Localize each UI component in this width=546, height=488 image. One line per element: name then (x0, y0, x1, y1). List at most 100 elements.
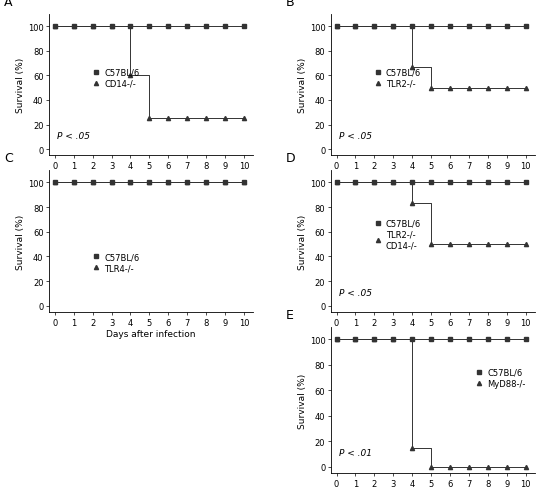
Text: C: C (4, 152, 13, 165)
TLR2-/-
CD14-/- (371, 180, 378, 186)
TLR2-/- (371, 24, 378, 30)
C57BL/6 (203, 180, 209, 186)
Text: B: B (286, 0, 295, 9)
C57BL/6 (51, 24, 58, 30)
C57BL/6 (428, 180, 435, 186)
MyD88-/- (447, 464, 453, 470)
C57BL/6 (503, 337, 510, 343)
C57BL/6 (333, 180, 340, 186)
C57BL/6 (484, 180, 491, 186)
TLR2-/-
CD14-/- (409, 201, 416, 207)
TLR2-/-
CD14-/- (428, 242, 435, 247)
Text: E: E (286, 308, 294, 321)
CD14-/- (146, 116, 153, 122)
C57BL/6 (466, 180, 472, 186)
TLR2-/- (466, 85, 472, 91)
TLR4-/- (90, 180, 96, 186)
MyD88-/- (503, 464, 510, 470)
C57BL/6 (90, 180, 96, 186)
TLR2-/-
CD14-/- (352, 180, 359, 186)
TLR2-/- (428, 85, 435, 91)
C57BL/6 (184, 180, 191, 186)
Y-axis label: Survival (%): Survival (%) (298, 373, 307, 427)
C57BL/6 (222, 24, 228, 30)
C57BL/6 (241, 24, 247, 30)
C57BL/6 (484, 24, 491, 30)
X-axis label: Days after infection: Days after infection (106, 329, 196, 339)
C57BL/6 (428, 337, 435, 343)
Legend: C57BL/6, TLR2-/-: C57BL/6, TLR2-/- (372, 67, 422, 89)
MyD88-/- (352, 337, 359, 343)
C57BL/6 (447, 180, 453, 186)
Text: P < .05: P < .05 (339, 288, 372, 297)
TLR2-/-
CD14-/- (390, 180, 396, 186)
TLR2-/- (523, 85, 529, 91)
C57BL/6 (108, 24, 115, 30)
Text: P < .05: P < .05 (339, 132, 372, 141)
TLR2-/-
CD14-/- (466, 242, 472, 247)
TLR2-/-
CD14-/- (523, 242, 529, 247)
TLR2-/- (484, 85, 491, 91)
C57BL/6 (466, 337, 472, 343)
TLR2-/-
CD14-/- (333, 180, 340, 186)
TLR4-/- (127, 180, 134, 186)
TLR2-/-
CD14-/- (503, 242, 510, 247)
C57BL/6 (165, 180, 171, 186)
Line: TLR4-/-: TLR4-/- (53, 181, 246, 185)
Y-axis label: Survival (%): Survival (%) (16, 214, 25, 269)
C57BL/6 (90, 24, 96, 30)
CD14-/- (165, 116, 171, 122)
TLR4-/- (70, 180, 77, 186)
C57BL/6 (222, 180, 228, 186)
C57BL/6 (503, 24, 510, 30)
CD14-/- (241, 116, 247, 122)
MyD88-/- (409, 445, 416, 451)
X-axis label: Days after infection: Days after infection (106, 173, 196, 183)
TLR2-/- (390, 24, 396, 30)
C57BL/6 (371, 24, 378, 30)
TLR4-/- (146, 180, 153, 186)
Text: D: D (286, 152, 295, 165)
X-axis label: Days after infection: Days after infection (388, 173, 478, 183)
MyD88-/- (333, 337, 340, 343)
C57BL/6 (108, 180, 115, 186)
C57BL/6 (484, 337, 491, 343)
TLR4-/- (51, 180, 58, 186)
CD14-/- (90, 24, 96, 30)
C57BL/6 (371, 337, 378, 343)
TLR2-/-
CD14-/- (484, 242, 491, 247)
Text: A: A (4, 0, 13, 9)
C57BL/6 (503, 180, 510, 186)
MyD88-/- (466, 464, 472, 470)
Line: TLR2-/-: TLR2-/- (335, 25, 528, 91)
C57BL/6 (390, 24, 396, 30)
C57BL/6 (70, 180, 77, 186)
TLR4-/- (241, 180, 247, 186)
TLR4-/- (203, 180, 209, 186)
C57BL/6 (241, 180, 247, 186)
C57BL/6 (333, 337, 340, 343)
Y-axis label: Survival (%): Survival (%) (298, 214, 307, 269)
Legend: C57BL/6, MyD88-/-: C57BL/6, MyD88-/- (473, 367, 527, 389)
Legend: C57BL/6, TLR2-/-
CD14-/-: C57BL/6, TLR2-/- CD14-/- (372, 219, 422, 250)
C57BL/6 (70, 24, 77, 30)
TLR2-/-
CD14-/- (447, 242, 453, 247)
C57BL/6 (352, 24, 359, 30)
C57BL/6 (352, 337, 359, 343)
X-axis label: Days after infection: Days after infection (388, 329, 478, 339)
C57BL/6 (165, 24, 171, 30)
CD14-/- (70, 24, 77, 30)
C57BL/6 (523, 24, 529, 30)
Text: P < .05: P < .05 (57, 132, 90, 141)
Line: MyD88-/-: MyD88-/- (335, 338, 528, 469)
C57BL/6 (203, 24, 209, 30)
Line: C57BL/6: C57BL/6 (53, 181, 246, 185)
C57BL/6 (352, 180, 359, 186)
C57BL/6 (466, 24, 472, 30)
Line: C57BL/6: C57BL/6 (335, 338, 528, 342)
TLR2-/- (409, 64, 416, 70)
TLR2-/- (503, 85, 510, 91)
CD14-/- (108, 24, 115, 30)
CD14-/- (51, 24, 58, 30)
Line: C57BL/6: C57BL/6 (335, 25, 528, 29)
